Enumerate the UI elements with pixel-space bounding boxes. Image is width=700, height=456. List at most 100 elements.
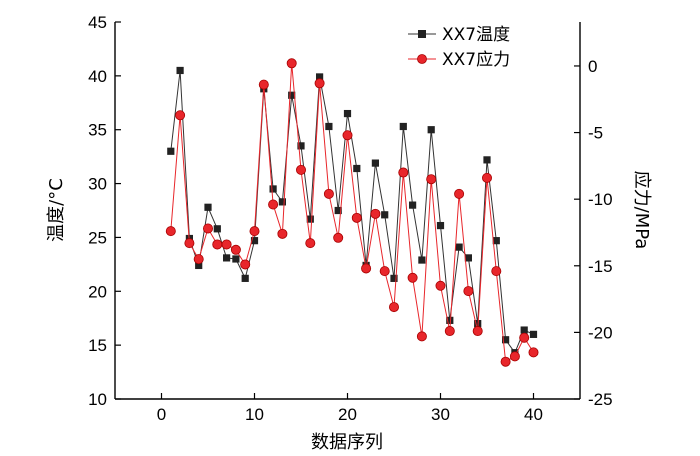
temperature-point (213, 225, 221, 233)
stress-point (528, 347, 539, 358)
temperature-point (306, 215, 314, 223)
stress-point (230, 244, 241, 255)
stress-point (361, 263, 372, 274)
stress-point (221, 239, 232, 250)
temperature-point (436, 221, 445, 230)
stress-point (277, 228, 288, 239)
temperature-point (455, 243, 463, 251)
stress-point (435, 280, 446, 291)
legend-label-temperature: XX7温度 (442, 25, 510, 45)
temperature-point (325, 122, 333, 131)
temperature-point (502, 336, 510, 344)
series-line-1 (170, 63, 534, 363)
stress-point (175, 110, 186, 121)
temperature-point (278, 198, 286, 206)
y-left-axis-title: 温度/°C (46, 178, 67, 242)
stress-point (444, 326, 455, 337)
y-right-tick-label: -15 (588, 257, 613, 276)
x-ticks: 0 10 20 30 40 (157, 393, 543, 424)
stress-point (472, 326, 483, 337)
y-right-tick-label: -20 (588, 323, 613, 342)
temperature-point (520, 326, 528, 334)
y-right-tick-label: -25 (588, 390, 613, 409)
stress-point (491, 266, 502, 277)
temperature-point (288, 91, 296, 99)
stress-point (193, 254, 204, 265)
stress-point (481, 172, 492, 183)
temperature-point (297, 142, 305, 150)
x-axis-title: 数据序列 (311, 432, 383, 453)
temperature-point (167, 147, 175, 155)
y-left-tick-label: 35 (88, 121, 107, 140)
x-tick-label: 0 (157, 405, 166, 424)
legend-label-stress: XX7应力 (442, 50, 510, 70)
y-left-tick-label: 10 (88, 390, 107, 409)
stress-point (305, 238, 316, 249)
temperature-point (316, 73, 324, 81)
stress-point (212, 239, 223, 250)
temperature-point (176, 66, 184, 75)
x-tick-label: 10 (245, 405, 264, 424)
y-right-tick-label: -10 (588, 190, 613, 209)
legend-marker-stress (417, 54, 427, 64)
stress-point (407, 272, 418, 283)
stress-point (165, 226, 176, 237)
legend-marker-temperature (418, 30, 426, 38)
y-left-ticks: 10 15 20 25 30 35 40 45 (88, 13, 121, 409)
stress-point (323, 188, 334, 199)
x-tick-label: 30 (431, 405, 450, 424)
temperature-point (269, 185, 277, 193)
temperature-point (195, 261, 203, 270)
temperature-point (334, 206, 342, 215)
stress-point (249, 226, 260, 237)
temperature-point (204, 203, 212, 211)
y-right-ticks: -25 -20 -15 -10 -5 0 (574, 57, 613, 409)
temperature-point (409, 201, 417, 209)
stress-point (398, 167, 409, 178)
stress-point (379, 266, 390, 277)
temperature-point (464, 254, 472, 262)
temperature-point (529, 330, 538, 338)
series-layer (165, 58, 539, 367)
y-left-tick-label: 40 (88, 67, 107, 86)
stress-point (463, 286, 474, 297)
x-tick-label: 40 (524, 405, 543, 424)
temperature-point (381, 211, 389, 219)
stress-point (416, 331, 427, 342)
temperature-point (418, 256, 426, 264)
temperature-point (241, 274, 249, 282)
y-left-tick-label: 15 (88, 336, 107, 355)
temperature-point (492, 237, 500, 245)
temperature-point (353, 164, 361, 173)
temperature-point (399, 122, 407, 131)
stress-point (258, 79, 269, 90)
stress-point (333, 232, 344, 243)
y-right-tick-label: 0 (588, 57, 597, 76)
stress-point (286, 58, 297, 69)
stress-point (351, 212, 362, 223)
y-left-tick-label: 30 (88, 175, 107, 194)
stress-point (268, 199, 279, 210)
stress-point (370, 208, 381, 219)
stress-point (314, 78, 325, 89)
legend: XX7温度 XX7应力 (408, 25, 510, 70)
stress-point (509, 351, 520, 362)
stress-point (388, 302, 399, 313)
stress-point (295, 164, 306, 175)
temperature-point (483, 156, 491, 164)
stress-point (426, 174, 437, 185)
x-tick-label: 20 (338, 405, 357, 424)
y-left-tick-label: 25 (88, 228, 107, 247)
stress-point (184, 238, 195, 249)
y-left-tick-label: 45 (88, 13, 107, 32)
plot-frame (114, 22, 581, 400)
temperature-point (427, 126, 435, 134)
stress-point (454, 188, 465, 199)
y-right-axis-title: 应力/MPa (631, 171, 652, 250)
temperature-point (250, 237, 259, 245)
temperature-point (446, 316, 454, 324)
temperature-point (343, 109, 352, 118)
stress-point (202, 223, 213, 234)
temperature-point (232, 255, 240, 263)
